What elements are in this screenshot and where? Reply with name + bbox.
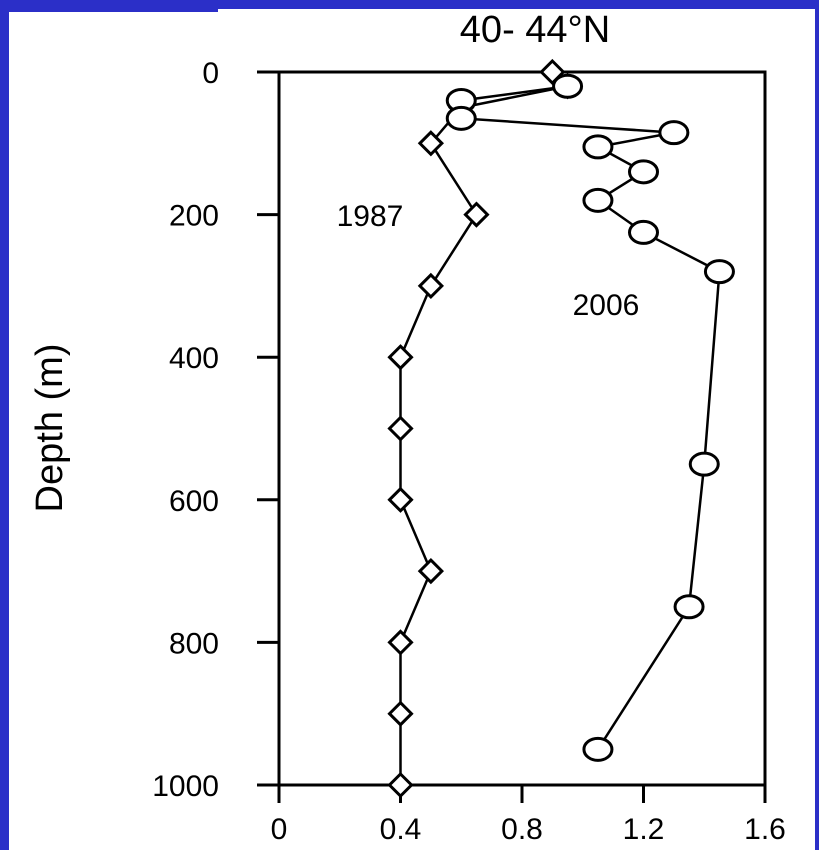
x-tick-label: 0.4 <box>380 813 422 846</box>
x-tick-label: 0.8 <box>501 813 543 846</box>
data-point-circle <box>628 159 659 185</box>
data-point-diamond <box>387 415 414 442</box>
data-point-diamond <box>387 629 414 656</box>
data-point-diamond <box>417 130 444 157</box>
series-label-2006: 2006 <box>573 289 640 322</box>
slide-frame-left <box>0 0 9 850</box>
y-tick-label: 1000 <box>152 770 219 803</box>
data-point-circle <box>582 187 614 213</box>
data-point-circle <box>673 594 705 620</box>
y-tick-label: 0 <box>202 57 219 90</box>
slide-frame-corner <box>0 0 218 12</box>
y-tick-label: 200 <box>169 200 219 233</box>
data-point-diamond <box>387 486 414 513</box>
chart-title: 40- 44°N <box>460 9 610 51</box>
data-point-circle <box>582 134 614 160</box>
slide-frame-top <box>0 0 819 9</box>
data-point-circle <box>552 73 584 99</box>
series-line-2006 <box>460 85 721 751</box>
data-point-circle <box>628 219 659 245</box>
data-point-diamond <box>417 272 444 300</box>
data-point-circle <box>688 451 720 477</box>
x-tick-label: 0 <box>271 813 288 846</box>
data-point-diamond <box>417 557 444 585</box>
data-point-circle <box>703 259 735 285</box>
data-point-diamond <box>387 700 414 727</box>
x-tick-label: 1.6 <box>744 813 786 846</box>
y-tick-label: 600 <box>169 485 219 518</box>
plot-frame <box>277 70 767 787</box>
series-line-1987 <box>399 71 571 785</box>
slide-frame-right <box>815 0 819 850</box>
y-tick-label: 400 <box>169 342 219 375</box>
y-tick-label: 800 <box>169 627 219 660</box>
data-point-circle <box>582 736 614 762</box>
data-point-diamond <box>387 771 414 799</box>
data-point-diamond <box>387 344 414 371</box>
data-point-circle <box>658 120 690 146</box>
series-label-1987: 1987 <box>337 200 404 233</box>
data-point-circle <box>445 105 477 131</box>
y-axis-title: Depth (m) <box>29 344 71 513</box>
data-point-diamond <box>463 201 490 228</box>
x-tick-label: 1.2 <box>623 813 665 846</box>
